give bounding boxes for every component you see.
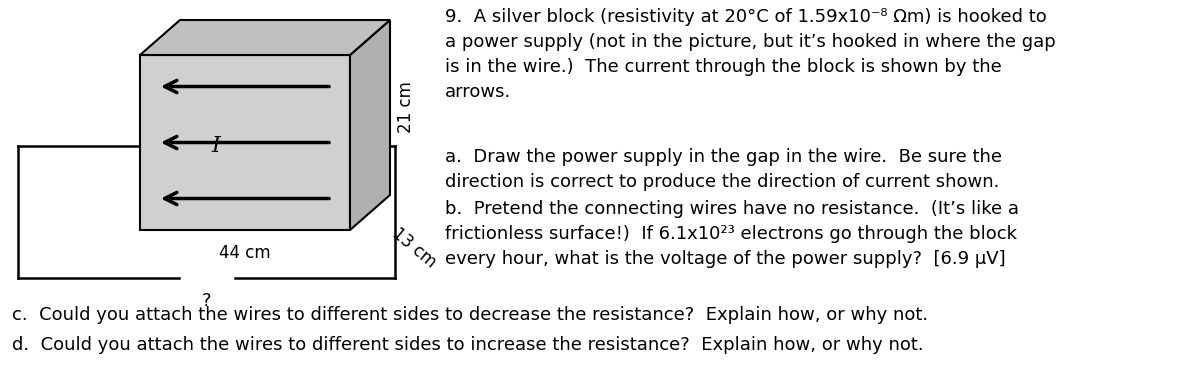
Text: a.  Draw the power supply in the gap in the wire.  Be sure the
direction is corr: a. Draw the power supply in the gap in t… [445,148,1002,191]
Text: 9.  A silver block (resistivity at 20°C of 1.59x10⁻⁸ Ωm) is hooked to
a power su: 9. A silver block (resistivity at 20°C o… [445,8,1056,101]
Text: d.  Could you attach the wires to different sides to increase the resistance?  E: d. Could you attach the wires to differe… [12,336,924,354]
Text: 13 cm: 13 cm [388,224,439,272]
Text: b.  Pretend the connecting wires have no resistance.  (It’s like a
frictionless : b. Pretend the connecting wires have no … [445,200,1019,268]
Text: ?: ? [202,292,211,310]
Polygon shape [140,55,350,230]
Text: I: I [211,135,220,157]
Text: 44 cm: 44 cm [220,244,271,262]
Polygon shape [350,20,390,230]
Polygon shape [140,20,390,55]
Text: c.  Could you attach the wires to different sides to decrease the resistance?  E: c. Could you attach the wires to differe… [12,306,928,324]
Text: 21 cm: 21 cm [397,81,415,133]
